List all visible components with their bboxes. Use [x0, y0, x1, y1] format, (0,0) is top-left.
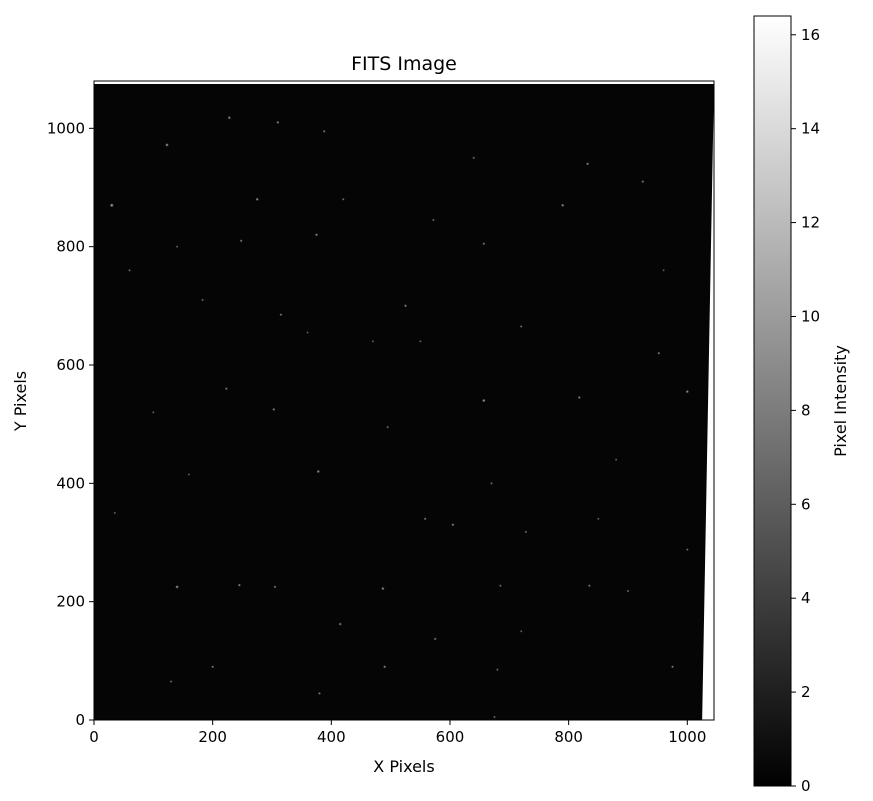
colorbar: 0 2 4 6 8 10 12 14 16 Pixel Intensity	[753, 15, 850, 795]
star-point	[482, 242, 486, 246]
star-point	[273, 585, 277, 589]
star-point	[433, 637, 437, 641]
colorbar-tick-label: 0	[801, 777, 811, 795]
star-point	[383, 665, 387, 669]
star-point	[685, 389, 689, 394]
stars-layer	[109, 116, 689, 719]
star-point	[276, 120, 280, 124]
star-point	[306, 331, 309, 334]
star-point	[561, 203, 565, 207]
star-point	[587, 584, 591, 588]
star-point	[519, 325, 523, 328]
y-tick-label: 0	[75, 711, 85, 729]
colorbar-label: Pixel Intensity	[831, 345, 850, 457]
star-point	[341, 197, 345, 201]
colorbar-tick-label: 6	[801, 495, 811, 513]
y-tick-label: 200	[56, 593, 85, 611]
star-point	[596, 517, 600, 521]
star-point	[201, 298, 205, 302]
star-point	[227, 116, 231, 120]
star-point	[498, 584, 502, 588]
star-point	[224, 387, 228, 391]
x-tick-label: 600	[436, 728, 465, 746]
star-point	[314, 233, 319, 237]
star-point	[586, 162, 590, 166]
y-axis: 0 200 400 600 800 1000	[47, 119, 94, 729]
star-point	[175, 585, 179, 589]
star-point	[641, 180, 645, 184]
star-point	[211, 665, 215, 669]
star-point	[662, 268, 665, 272]
star-point	[423, 517, 427, 521]
star-point	[614, 458, 618, 462]
colorbar-tick-label: 4	[801, 589, 811, 607]
star-point	[671, 665, 674, 669]
y-axis-label: Y Pixels	[11, 371, 30, 432]
star-point	[403, 304, 408, 308]
star-point	[386, 425, 390, 429]
star-point	[418, 339, 422, 343]
x-axis-label: X Pixels	[373, 757, 434, 776]
colorbar-tick-label: 16	[801, 26, 820, 44]
y-tick-label: 400	[56, 474, 85, 492]
x-axis: 0 200 400 600 800 1000	[89, 720, 706, 746]
star-point	[495, 668, 499, 672]
fits-image-region	[94, 83, 714, 721]
star-point	[187, 473, 191, 476]
star-point	[113, 511, 117, 515]
star-point	[519, 629, 523, 633]
x-tick-label: 0	[89, 728, 99, 746]
colorbar-tick-label: 14	[801, 120, 820, 138]
star-point	[626, 589, 630, 593]
star-point	[381, 586, 385, 591]
star-point	[316, 469, 320, 474]
star-point	[128, 268, 132, 272]
plot-area	[93, 80, 715, 721]
star-point	[109, 203, 114, 208]
axes-frame	[93, 80, 715, 721]
x-tick-label: 1000	[668, 728, 706, 746]
star-point	[431, 218, 435, 222]
star-point	[165, 143, 169, 147]
star-point	[451, 523, 455, 527]
star-point	[272, 407, 276, 411]
star-point	[175, 245, 179, 249]
star-point	[279, 313, 283, 317]
y-tick-label: 1000	[47, 119, 85, 137]
chart-title: FITS Image	[351, 53, 457, 75]
star-point	[482, 398, 486, 403]
star-point	[472, 156, 476, 160]
star-point	[318, 691, 321, 695]
colorbar-tick-label: 8	[801, 401, 811, 419]
star-point	[322, 129, 326, 133]
colorbar-tick-label: 2	[801, 683, 811, 701]
star-point	[338, 622, 342, 626]
star-point	[255, 197, 259, 201]
star-point	[239, 239, 243, 243]
x-tick-label: 800	[554, 728, 583, 746]
colorbar-tick-label: 10	[801, 307, 820, 325]
colorbar-gradient	[753, 15, 792, 787]
y-tick-label: 600	[56, 356, 85, 374]
colorbar-tick-label: 12	[801, 214, 820, 232]
star-point	[685, 548, 689, 552]
star-point	[577, 395, 581, 400]
x-tick-label: 200	[198, 728, 227, 746]
star-point	[490, 481, 493, 485]
star-point	[169, 680, 173, 683]
star-point	[657, 351, 661, 355]
star-point	[493, 715, 496, 719]
star-point	[237, 583, 241, 587]
y-tick-label: 800	[56, 238, 85, 256]
star-point	[524, 530, 528, 534]
x-tick-label: 400	[317, 728, 346, 746]
star-point	[371, 339, 375, 343]
colorbar-ticks: 0 2 4 6 8 10 12 14 16	[791, 26, 820, 795]
star-point	[151, 410, 155, 414]
